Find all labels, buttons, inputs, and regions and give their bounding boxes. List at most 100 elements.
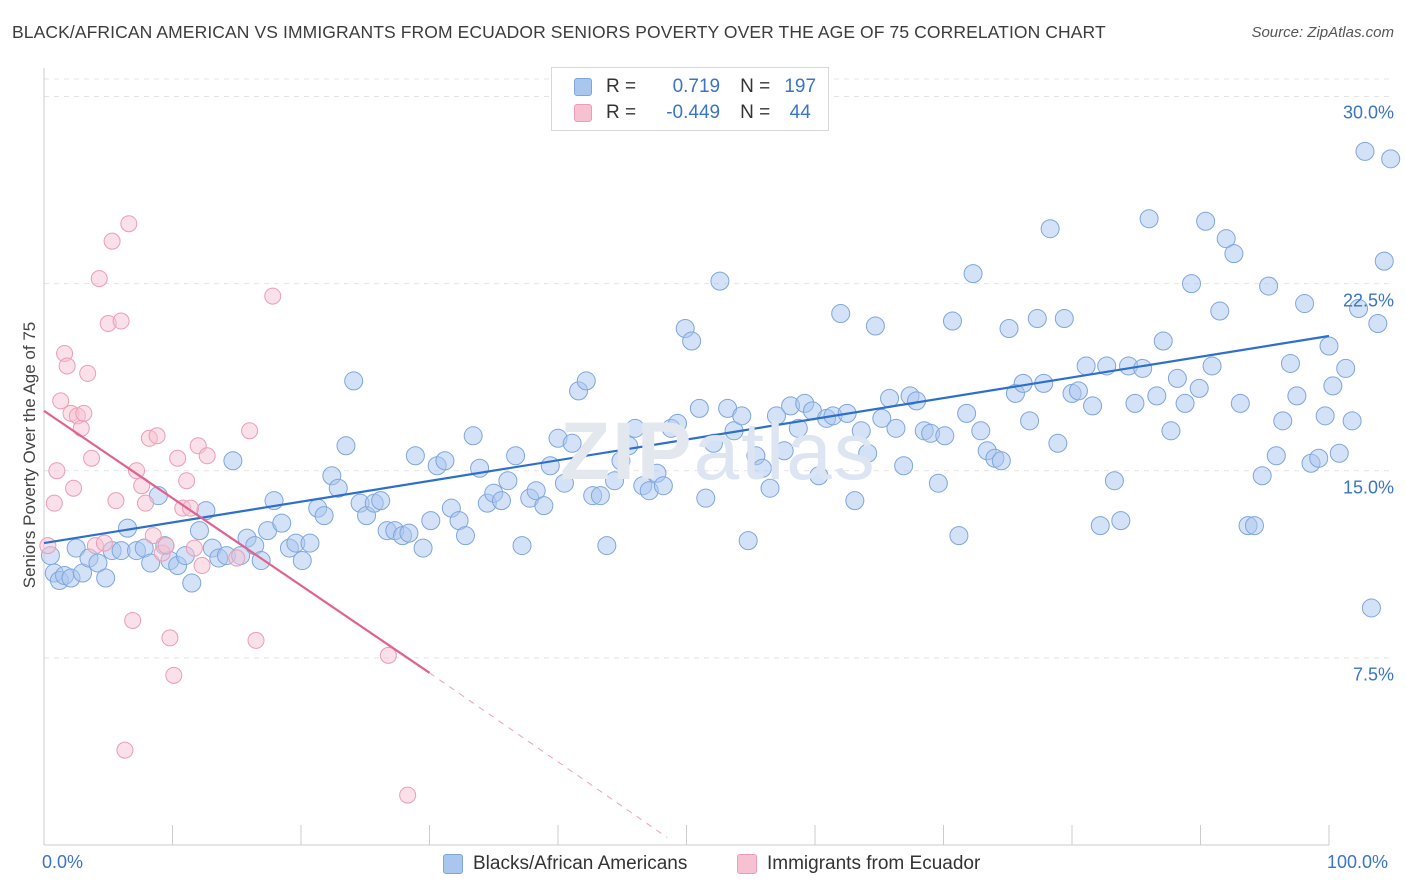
series-blacks-points <box>40 141 1401 618</box>
data-point-ecuador <box>124 611 142 629</box>
data-point-blacks <box>1259 276 1279 296</box>
data-point-blacks <box>1252 466 1272 486</box>
data-point-blacks <box>1216 229 1236 249</box>
data-point-blacks <box>1161 421 1181 441</box>
data-point-blacks <box>935 426 955 446</box>
data-point-ecuador <box>161 629 179 647</box>
data-point-ecuador <box>169 449 187 467</box>
data-point-blacks <box>597 536 617 556</box>
correlation-legend: R = 0.719 N = 197 R = -0.449 N = 44 <box>551 67 829 131</box>
data-point-blacks <box>710 271 730 291</box>
data-point-ecuador <box>247 631 265 649</box>
data-point-ecuador <box>399 786 417 804</box>
bottom-legend-swatch-pink <box>737 854 757 874</box>
data-point-ecuador <box>157 537 175 555</box>
axes <box>43 68 1330 846</box>
data-point-ecuador <box>193 557 211 575</box>
bottom-legend-label: Blacks/African Americans <box>473 853 688 874</box>
data-point-blacks <box>1147 386 1167 406</box>
data-point-blacks <box>435 451 455 471</box>
data-point-ecuador <box>128 462 146 480</box>
data-point-ecuador <box>144 527 162 545</box>
data-point-blacks <box>942 311 962 331</box>
data-point-blacks <box>272 513 292 533</box>
trend-line-ecuador-extension <box>429 672 668 838</box>
data-point-blacks <box>625 418 645 438</box>
data-point-blacks <box>371 491 391 511</box>
data-point-blacks <box>1336 358 1356 378</box>
data-point-blacks <box>1273 411 1293 431</box>
data-point-blacks <box>1361 598 1381 618</box>
data-point-blacks <box>880 388 900 408</box>
trend-line-blacks <box>43 334 1330 545</box>
data-point-blacks <box>534 496 554 516</box>
data-point-blacks <box>605 471 625 491</box>
data-point-ecuador <box>45 494 63 512</box>
data-point-blacks <box>1175 393 1195 413</box>
data-point-ecuador <box>379 646 397 664</box>
data-point-blacks <box>1076 356 1096 376</box>
data-point-ecuador <box>178 472 196 490</box>
data-point-blacks <box>1266 446 1286 466</box>
chart-title: BLACK/AFRICAN AMERICAN VS IMMIGRANTS FRO… <box>12 22 1106 42</box>
data-point-ecuador <box>90 270 108 288</box>
data-point-blacks <box>562 433 582 453</box>
data-point-blacks <box>336 436 356 456</box>
data-point-blacks <box>189 521 209 541</box>
data-point-blacks <box>1167 368 1187 388</box>
data-point-blacks <box>1244 516 1264 536</box>
legend-r-label: R = <box>606 102 637 123</box>
legend-r-value: -0.449 <box>666 102 721 123</box>
data-point-blacks <box>1020 411 1040 431</box>
data-point-blacks <box>963 264 983 284</box>
data-point-blacks <box>1381 149 1401 169</box>
data-point-blacks <box>872 408 892 428</box>
data-point-blacks <box>1040 219 1060 239</box>
data-point-blacks <box>865 316 885 336</box>
data-point-blacks <box>957 403 977 423</box>
data-point-ecuador <box>185 539 203 557</box>
data-point-blacks <box>752 458 772 478</box>
y-axis-label: Seniors Poverty Over the Age of 75 <box>20 321 39 589</box>
data-point-ecuador <box>198 447 216 465</box>
data-point-blacks <box>88 553 108 573</box>
data-point-blacks <box>491 491 511 511</box>
legend-n-value: 44 <box>789 102 811 123</box>
data-point-blacks <box>831 304 851 324</box>
legend-n-label: N = <box>740 76 771 97</box>
data-point-blacks <box>1133 358 1153 378</box>
data-point-ecuador <box>107 492 125 510</box>
y-tick-label: 15.0% <box>1342 477 1394 498</box>
data-point-blacks <box>774 441 794 461</box>
data-point-blacks <box>405 446 425 466</box>
data-point-blacks <box>463 426 483 446</box>
data-point-blacks <box>1230 393 1250 413</box>
data-point-blacks <box>413 538 433 558</box>
data-point-blacks <box>999 319 1019 339</box>
chart-source: Source: ZipAtlas.com <box>1251 24 1394 41</box>
data-point-blacks <box>991 451 1011 471</box>
data-point-blacks <box>1210 301 1230 321</box>
data-point-blacks <box>1287 386 1307 406</box>
data-point-blacks <box>611 451 631 471</box>
bottom-legend-blacks: Blacks/African Americans <box>443 852 687 876</box>
data-point-blacks <box>760 478 780 498</box>
data-point-blacks <box>928 473 948 493</box>
data-point-blacks <box>1319 336 1339 356</box>
data-point-blacks <box>96 568 116 588</box>
data-point-ecuador <box>165 666 183 684</box>
data-point-blacks <box>1323 376 1343 396</box>
data-point-ecuador <box>264 287 282 305</box>
data-point-blacks <box>498 471 518 491</box>
data-point-blacks <box>1374 251 1394 271</box>
data-point-ecuador <box>228 549 246 567</box>
data-point-ecuador <box>58 357 76 375</box>
data-point-blacks <box>1196 211 1216 231</box>
data-point-blacks <box>1182 274 1202 294</box>
watermark-atlas: atlas <box>693 406 877 497</box>
data-point-blacks <box>554 473 574 493</box>
data-point-blacks <box>344 371 364 391</box>
trend-line-ecuador <box>43 409 431 674</box>
data-point-ecuador <box>241 422 259 440</box>
